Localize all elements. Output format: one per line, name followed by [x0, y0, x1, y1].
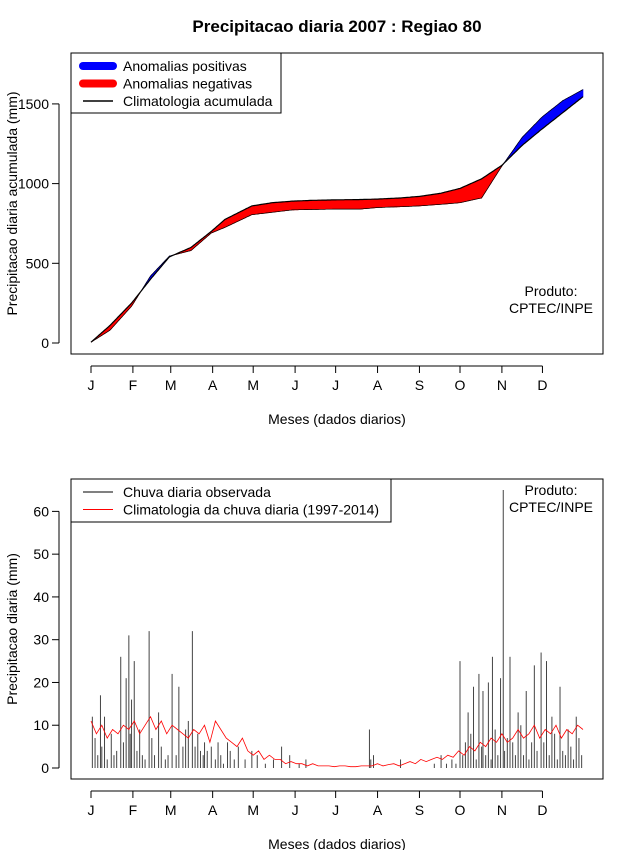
product-annotation: Produto:	[525, 482, 578, 498]
x-axis-label: Meses (dados diarios)	[268, 411, 406, 427]
x-tick-label: A	[208, 802, 218, 818]
x-tick-label: O	[455, 802, 466, 818]
x-tick-label: J	[88, 377, 95, 393]
x-tick-label: A	[373, 802, 383, 818]
y-tick-label: 500	[26, 255, 50, 271]
x-tick-label: S	[415, 802, 424, 818]
x-tick-label: D	[537, 802, 547, 818]
x-tick-label: D	[537, 377, 547, 393]
cumulative-precipitation-panel: J F M A M J J A S O N D 0 500 1000 1500 Meses (dados dia…	[4, 52, 604, 427]
x-tick-label: M	[247, 802, 259, 818]
daily-precipitation-panel: J F M A M J J A S O N D 0 10 20 30 40 50 60 Meses (dados di…	[4, 478, 604, 850]
y-tick-label: 60	[33, 503, 49, 519]
x-axis-label: Meses (dados diarios)	[268, 836, 406, 850]
plot-area	[90, 89, 584, 343]
legend-label: Chuva diaria observada	[123, 484, 271, 500]
chart-title: Precipitacao diaria 2007 : Regiao 80	[192, 17, 481, 36]
x-tick-label: O	[455, 377, 466, 393]
x-tick-label: J	[332, 377, 339, 393]
x-tick-label: S	[415, 377, 424, 393]
y-axis-label: Precipitacao diaria (mm)	[4, 553, 20, 705]
legend-label: Climatologia da chuva diaria (1997-2014)	[123, 502, 379, 518]
y-tick-label: 0	[41, 335, 49, 351]
y-axis-label: Precipitacao diaria acumulada (mm)	[4, 91, 20, 315]
legend-label: Climatologia acumulada	[123, 93, 273, 109]
x-tick-label: M	[165, 802, 177, 818]
x-tick-label: F	[129, 802, 138, 818]
x-tick-label: M	[247, 377, 259, 393]
daily-climatology-line	[90, 715, 584, 768]
observed-bars	[91, 490, 583, 768]
plot-frame	[70, 478, 604, 780]
y-tick-label: 1000	[18, 176, 49, 192]
y-tick-label: 30	[33, 632, 49, 648]
x-tick-label: N	[497, 377, 507, 393]
x-tick-label: J	[332, 802, 339, 818]
y-tick-label: 10	[33, 717, 49, 733]
climatology-cumulative-line	[90, 96, 584, 343]
x-tick-label: M	[165, 377, 177, 393]
x-tick-label: J	[292, 802, 299, 818]
product-annotation: Produto:	[525, 283, 578, 299]
legend-label: Anomalias negativas	[123, 76, 252, 92]
plot-frame	[70, 52, 604, 355]
x-tick-label: F	[129, 377, 138, 393]
x-tick-label: A	[373, 377, 383, 393]
legend-label: Anomalias positivas	[123, 58, 247, 74]
x-tick-label: A	[208, 377, 218, 393]
legend-box	[70, 478, 392, 523]
y-tick-label: 40	[33, 589, 49, 605]
y-tick-label: 1500	[18, 96, 49, 112]
y-tick-label: 0	[41, 760, 49, 776]
x-tick-label: N	[497, 802, 507, 818]
x-tick-label: J	[292, 377, 299, 393]
product-annotation: CPTEC/INPE	[509, 300, 593, 316]
product-annotation: CPTEC/INPE	[509, 499, 593, 515]
y-tick-label: 20	[33, 674, 49, 690]
x-tick-label: J	[88, 802, 95, 818]
y-tick-label: 50	[33, 546, 49, 562]
